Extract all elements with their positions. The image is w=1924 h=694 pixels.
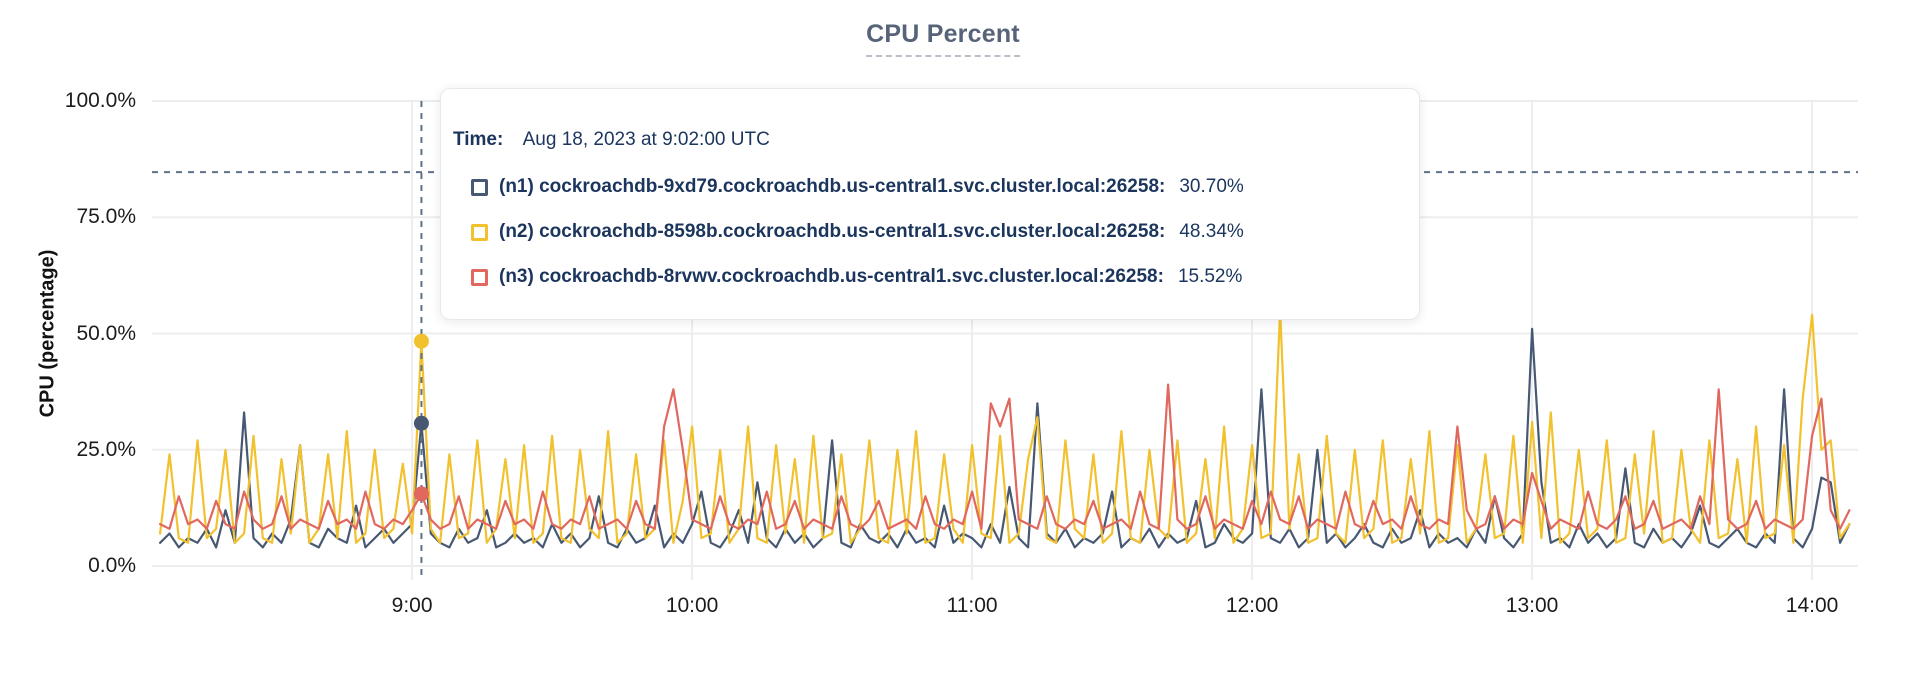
tooltip-time-value: Aug 18, 2023 at 9:02:00 UTC [522, 129, 770, 150]
y-tick-label: 0.0% [88, 554, 136, 577]
y-tick-label: 75.0% [76, 205, 136, 229]
tooltip-time-row: Time: Aug 18, 2023 at 9:02:00 UTC [453, 129, 1419, 151]
series-swatch-n2 [471, 223, 488, 241]
chart-title[interactable]: CPU Percent [866, 20, 1020, 57]
series-name-n1: (n1) cockroachdb-9xd79.cockroachdb.us-ce… [499, 176, 1166, 197]
x-tick-label: 10:00 [665, 594, 719, 617]
series-line-n3 [159, 383, 1851, 530]
series-value-n2: 48.34% [1179, 221, 1244, 242]
y-tick-label: 50.0% [76, 321, 136, 345]
legend-row-n3: (n3) cockroachdb-8rvwv.cockroachdb.us-ce… [471, 266, 1419, 288]
series-name-n2: (n2) cockroachdb-8598b.cockroachdb.us-ce… [499, 221, 1166, 242]
x-tick-label: 12:00 [1225, 594, 1279, 617]
hover-point-n1 [413, 415, 429, 431]
hover-point-n3 [413, 486, 429, 502]
hover-point-n2 [413, 333, 429, 349]
y-tick-label: 100.0% [64, 89, 136, 112]
series-value-n1: 30.70% [1179, 176, 1244, 197]
x-tick-label: 14:00 [1785, 594, 1839, 617]
series-lines [159, 309, 1851, 549]
hover-tooltip: Time: Aug 18, 2023 at 9:02:00 UTC (n1) c… [440, 88, 1420, 320]
series-line-n1 [159, 327, 1851, 549]
legend-row-n1: (n1) cockroachdb-9xd79.cockroachdb.us-ce… [471, 176, 1419, 198]
hover-point-markers [413, 333, 429, 502]
x-tick-label: 11:00 [946, 594, 998, 617]
x-tick-label: 9:00 [391, 594, 433, 617]
x-tick-label: 13:00 [1505, 594, 1559, 617]
legend-row-n2: (n2) cockroachdb-8598b.cockroachdb.us-ce… [471, 221, 1419, 243]
y-tick-label: 25.0% [76, 437, 136, 461]
series-value-n3: 15.52% [1177, 266, 1243, 287]
series-swatch-n1 [471, 178, 488, 196]
series-name-n3: (n3) cockroachdb-8rvwv.cockroachdb.us-ce… [499, 266, 1164, 287]
series-swatch-n3 [471, 268, 488, 286]
gridlines [152, 100, 1858, 580]
tooltip-time-label: Time: [453, 129, 504, 150]
